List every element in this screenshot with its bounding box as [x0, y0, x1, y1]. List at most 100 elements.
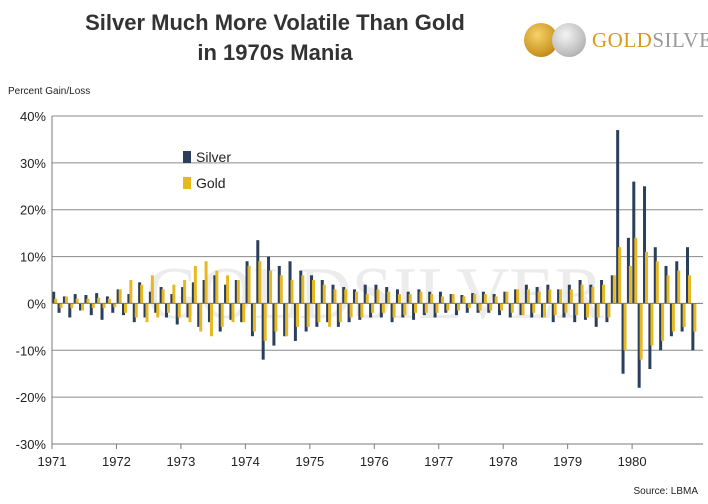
silver-bar [455, 303, 459, 316]
x-tick-label: 1972 [102, 454, 131, 469]
y-tick-label: 10% [20, 250, 46, 265]
silver-bar [240, 303, 244, 323]
x-tick-label: 1973 [166, 454, 195, 469]
gold-bar [306, 303, 310, 327]
silver-bar [84, 294, 88, 304]
silver-bar [444, 303, 448, 313]
gold-bar [489, 303, 493, 311]
silver-bar [680, 303, 684, 332]
gold-bar [591, 287, 595, 304]
gold-bar [397, 294, 401, 304]
gold-bar [521, 303, 525, 316]
silver-bar [148, 291, 152, 304]
title-line-1: Silver Much More Volatile Than Gold [85, 10, 465, 35]
silver-bar [675, 261, 679, 304]
gold-bar [473, 294, 477, 304]
gold-bar [510, 303, 514, 313]
silver-bar [481, 291, 485, 304]
gold-bar [129, 280, 133, 304]
gold-bar [193, 265, 197, 304]
silver-bar [310, 275, 314, 304]
silver-bar [111, 303, 115, 313]
gold-bar [231, 303, 235, 323]
logo-text-gold: GOLD [592, 27, 653, 52]
silver-bar [583, 303, 587, 320]
gold-bar [650, 303, 654, 346]
silver-bar [374, 284, 378, 304]
gold-bar [258, 261, 262, 304]
silver-bar [95, 293, 99, 304]
gold-bar [381, 303, 385, 313]
silver-bar [487, 303, 491, 313]
gold-bar [70, 303, 74, 309]
silver-bar [412, 303, 416, 320]
gold-bar [371, 303, 375, 313]
gold-bar [204, 261, 208, 304]
silver-bar [224, 284, 228, 304]
gold-bar [575, 303, 579, 316]
silver-bar [272, 303, 276, 346]
gold-bar [661, 303, 665, 341]
gold-bar [457, 303, 461, 311]
silver-bar [401, 303, 405, 318]
silver-bar [465, 303, 469, 313]
silver-bar [610, 275, 614, 304]
silver-bar [551, 303, 555, 323]
silver-bar [164, 303, 168, 318]
gold-bar [376, 289, 380, 304]
gold-bar [279, 275, 283, 304]
gold-bar [322, 284, 326, 304]
gold-swatch [183, 177, 191, 189]
gold-bar [559, 289, 563, 304]
silver-bar [471, 293, 475, 304]
gold-bar [478, 303, 482, 311]
gold-bar [215, 270, 219, 304]
silver-bar [218, 303, 222, 332]
silver-bar [132, 303, 136, 323]
y-tick-label: 0% [27, 296, 46, 311]
gold-bar [628, 265, 632, 304]
gold-bar [91, 303, 95, 309]
silver-bar [685, 247, 689, 304]
silver-bar [616, 130, 620, 304]
gold-bar [75, 298, 79, 304]
gold-bar [338, 303, 342, 323]
silver-bar [369, 303, 373, 318]
silver-bar [637, 303, 641, 388]
gold-bar [494, 296, 498, 304]
silver-bar [57, 303, 61, 313]
silver-bar [648, 303, 652, 370]
silver-bar [508, 303, 512, 318]
silver-bar [52, 291, 56, 304]
x-tick-label: 1977 [424, 454, 453, 469]
silver-bar [422, 303, 426, 316]
silver-bar [632, 181, 636, 304]
legend-item-gold: Gold [183, 170, 231, 196]
silver-bar [304, 303, 308, 332]
y-tick-label: 20% [20, 203, 46, 218]
gold-bar [263, 303, 267, 341]
x-tick-label: 1971 [38, 454, 67, 469]
silver-bar [277, 265, 281, 304]
silver-bar [417, 289, 421, 304]
gold-bar [467, 303, 471, 309]
gold-bar [177, 303, 181, 318]
gold-bar [430, 294, 434, 304]
silver-bar [342, 287, 346, 304]
gold-bar [285, 303, 289, 337]
gold-bar [580, 284, 584, 304]
silver-bar [498, 303, 502, 316]
silver-bar [653, 247, 657, 304]
title-line-2: in 1970s Mania [197, 40, 353, 65]
gold-bar [150, 275, 154, 304]
silver-bar [326, 303, 330, 323]
silver-bar [250, 303, 254, 337]
gold-bar [569, 289, 573, 304]
y-axis-label: Percent Gain/Loss [8, 86, 91, 97]
x-tick-label: 1980 [618, 454, 647, 469]
gold-bar [408, 294, 412, 304]
silver-bar [669, 303, 673, 337]
silver-bar [267, 256, 271, 304]
gold-bar [564, 303, 568, 313]
